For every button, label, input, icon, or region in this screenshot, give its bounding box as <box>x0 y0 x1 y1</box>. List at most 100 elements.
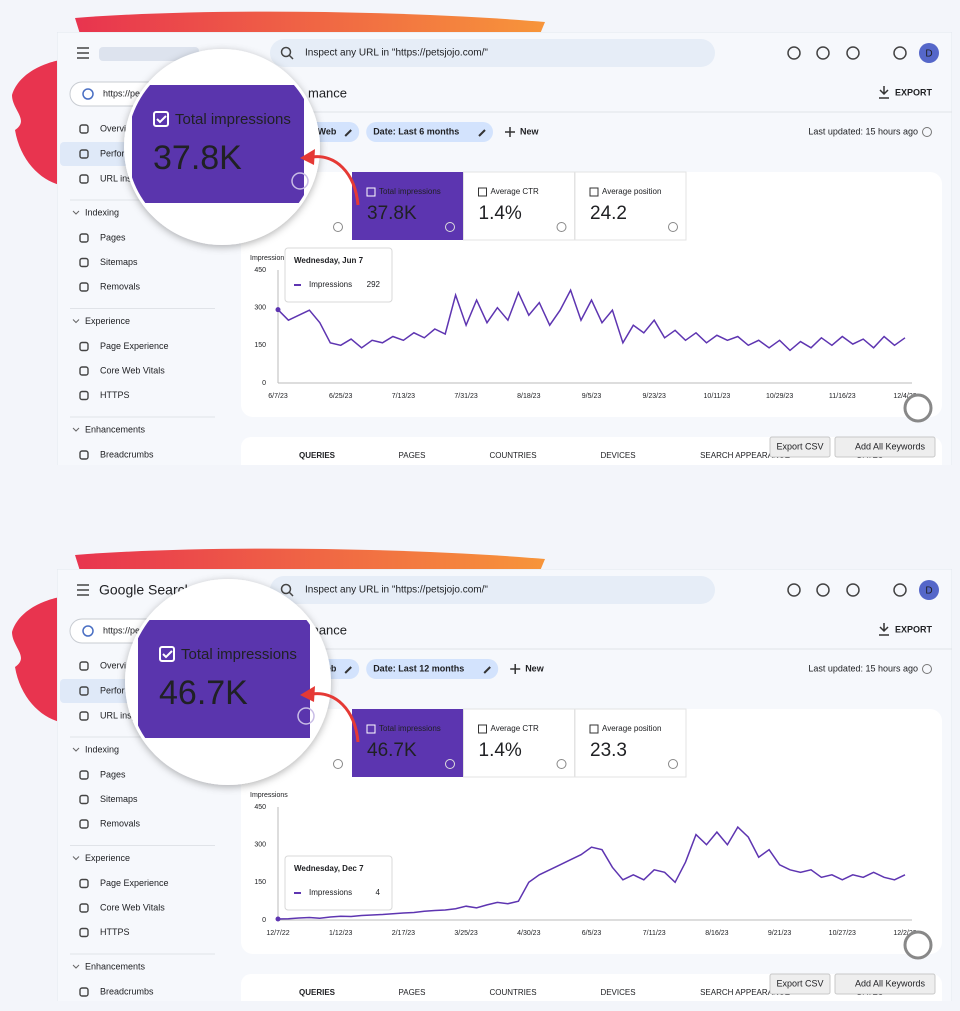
zoom-label: Total impressions <box>175 111 291 128</box>
new-filter[interactable]: New <box>525 663 545 673</box>
tab[interactable]: PAGES <box>399 451 426 460</box>
impressions-line <box>277 288 906 352</box>
zoom-value: 46.7K <box>159 674 248 712</box>
nav-icon <box>79 390 89 401</box>
new-filter[interactable]: New <box>520 126 540 136</box>
tab[interactable]: SEARCH APPEARANCE <box>700 451 790 460</box>
header-icon[interactable] <box>787 583 801 597</box>
tooltip <box>284 247 393 303</box>
metric-label: Average CTR <box>491 187 540 196</box>
zoom-checkbox <box>159 646 175 662</box>
help-icon <box>668 759 678 769</box>
zoom-checkbox <box>153 111 169 127</box>
metric-card[interactable] <box>574 708 687 778</box>
impressions-line <box>277 825 906 920</box>
export-button[interactable]: EXPORT <box>895 624 933 634</box>
header-icon[interactable] <box>787 46 801 60</box>
action-button[interactable] <box>834 973 936 995</box>
x-tick-label: 12/7/22 <box>266 930 289 937</box>
action-button[interactable] <box>834 436 936 458</box>
tab[interactable]: DEVICES <box>600 451 635 460</box>
metric-card[interactable] <box>463 171 575 241</box>
nav-item[interactable]: Perfor <box>100 685 125 695</box>
tab[interactable]: COUNTRIES <box>489 451 536 460</box>
avatar[interactable] <box>919 580 939 600</box>
nav-item[interactable]: URL insp <box>100 710 137 720</box>
header-icon[interactable] <box>846 46 860 60</box>
tab[interactable]: PAGES <box>399 988 426 997</box>
nav-item[interactable]: Pages <box>100 769 126 779</box>
tab[interactable]: COUNTRIES <box>489 988 536 997</box>
action-label: Export CSV <box>776 441 823 451</box>
nav-item[interactable]: Sitemaps <box>100 257 138 267</box>
x-tick-label: 12/4/23 <box>893 393 916 400</box>
nav-icon <box>79 174 89 184</box>
tab[interactable]: DEVICES <box>600 988 635 997</box>
header-icon[interactable] <box>893 46 907 60</box>
filter-chip[interactable] <box>366 659 499 679</box>
action-button[interactable] <box>769 973 831 995</box>
nav-section[interactable]: Experience <box>85 853 130 863</box>
nav-section[interactable]: Enhancements <box>85 961 146 971</box>
metric-card[interactable] <box>574 171 687 241</box>
header-icon[interactable] <box>893 583 907 597</box>
export-icon <box>879 86 889 99</box>
floating-widget <box>903 393 933 423</box>
help-icon <box>333 222 343 232</box>
panel: Google Search C Inspect any URL in "https… <box>57 569 952 1001</box>
y-tick-label: 150 <box>254 342 266 349</box>
metric-card[interactable] <box>463 708 575 778</box>
nav-section[interactable]: Experience <box>85 316 130 326</box>
property-url: https://pe <box>103 88 140 98</box>
nav-section[interactable]: Indexing <box>85 207 119 217</box>
filter-chip[interactable] <box>366 122 493 142</box>
nav-item[interactable]: Removals <box>100 281 141 291</box>
caret <box>72 964 80 969</box>
header-icon[interactable] <box>816 583 830 597</box>
metric-label: Average CTR <box>491 724 540 733</box>
tab[interactable]: QUERIES <box>299 451 336 460</box>
logo-blurred <box>99 47 199 61</box>
nav-item[interactable]: Page Experience <box>100 341 169 351</box>
nav-icon <box>79 341 89 352</box>
metric-value: 24.2 <box>590 203 627 224</box>
metric-card[interactable] <box>352 172 463 240</box>
search-placeholder: Inspect any URL in "https://petsjojo.com… <box>305 48 488 59</box>
nav-item[interactable]: HTTPS <box>100 390 130 400</box>
tooltip-series: Impressions <box>309 888 352 897</box>
property-icon <box>82 625 94 637</box>
panel: Inspect any URL in "https://petsjojo.com… <box>57 32 952 465</box>
header-icon[interactable] <box>846 583 860 597</box>
nav-section[interactable]: Enhancements <box>85 424 146 434</box>
nav-item[interactable]: Perfor <box>100 148 125 158</box>
nav-item[interactable]: Overvi <box>100 123 126 133</box>
help-icon <box>445 759 455 769</box>
nav-item[interactable]: Page Experience <box>100 878 169 888</box>
tab[interactable]: QUERIES <box>299 988 336 997</box>
nav-item[interactable]: Breadcrumbs <box>100 449 154 459</box>
nav-item[interactable]: Breadcrumbs <box>100 986 154 996</box>
nav-item[interactable]: Sitemaps <box>100 794 138 804</box>
nav-item[interactable]: HTTPS <box>100 927 130 937</box>
table-card <box>241 437 942 465</box>
nav-icon <box>79 927 89 938</box>
avatar[interactable] <box>919 43 939 63</box>
nav-item[interactable]: Removals <box>100 818 141 828</box>
search-box[interactable] <box>270 39 715 67</box>
header-icon[interactable] <box>816 46 830 60</box>
caret <box>72 427 80 432</box>
nav-icon <box>79 686 89 696</box>
search-box[interactable] <box>270 576 715 604</box>
metric-card[interactable] <box>352 709 463 777</box>
tab[interactable]: SEARCH APPEARANCE <box>700 988 790 997</box>
metric-label: Total impressions <box>379 187 441 196</box>
action-button[interactable] <box>769 436 831 458</box>
nav-section[interactable]: Indexing <box>85 744 119 754</box>
nav-item[interactable]: Overvi <box>100 660 126 670</box>
nav-item[interactable]: Pages <box>100 232 126 242</box>
nav-item[interactable]: Core Web Vitals <box>100 365 165 375</box>
x-tick-label: 11/16/23 <box>829 393 856 400</box>
nav-item[interactable]: Core Web Vitals <box>100 902 165 912</box>
nav-item[interactable]: URL insp <box>100 173 137 183</box>
export-button[interactable]: EXPORT <box>895 87 933 97</box>
